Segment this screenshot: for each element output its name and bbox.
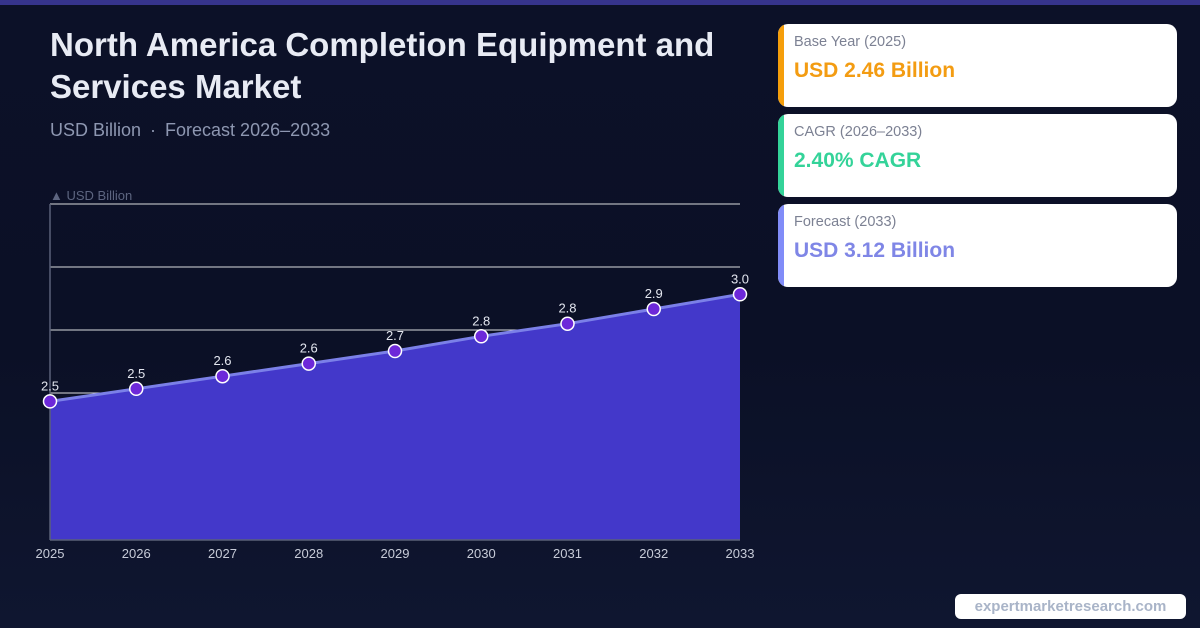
chart-x-tick-label: 2032 — [639, 546, 668, 561]
cagr-card-accent — [778, 114, 784, 197]
forecast-value: USD 3.12 Billion — [794, 239, 956, 262]
chart-x-tick-label: 2027 — [208, 546, 237, 561]
source-badge[interactable]: expertmarketresearch.com — [955, 594, 1186, 619]
chart-data-label: 2.5 — [41, 378, 59, 393]
chart-y-axis-title: ▲ USD Billion — [50, 188, 132, 203]
chart-area-fill — [50, 294, 740, 540]
cagr-label: CAGR (2026–2033) — [794, 124, 923, 140]
chart-data-label: 2.6 — [300, 341, 318, 356]
forecast-card: Forecast (2033) USD 3.12 Billion — [778, 204, 1177, 287]
chart-x-tick-label: 2026 — [122, 546, 151, 561]
unit-label: USD Billion — [50, 120, 142, 140]
chart-x-tick-label: 2025 — [36, 546, 65, 561]
cagr-value: 2.40% CAGR — [794, 149, 922, 172]
chart-data-label: 3.0 — [731, 271, 749, 286]
chart-data-label: 2.6 — [213, 353, 231, 368]
chart-x-tick-label: 2031 — [553, 546, 582, 561]
chart-data-points — [42, 287, 748, 409]
cagr-card: CAGR (2026–2033) 2.40% CAGR — [778, 114, 1177, 197]
chart-data-point — [560, 316, 575, 331]
chart-x-tick-labels: 2025 2026 2027 2028 2029 2030 2031 2032 2033 — [36, 546, 755, 561]
chart-data-point — [387, 343, 403, 359]
top-accent-bar — [0, 0, 1200, 5]
subtitle-separator: · — [150, 120, 157, 140]
chart-data-labels: 2.5 2.5 2.6 2.6 2.7 2.8 2.8 2.9 3.0 — [41, 271, 749, 393]
chart-data-label: 2.8 — [558, 301, 576, 316]
chart-data-point — [732, 287, 748, 302]
base-year-value: USD 2.46 Billion — [794, 59, 956, 82]
chart-data-point — [474, 329, 489, 344]
base-year-card-accent — [778, 24, 784, 107]
page-subtitle: USD Billion · Forecast 2026–2033 — [50, 120, 330, 141]
forecast-label: Forecast (2033) — [794, 214, 897, 230]
base-year-label: Base Year (2025) — [794, 34, 907, 50]
forecast-range-label: Forecast 2026–2033 — [165, 120, 331, 140]
chart-data-point — [215, 368, 230, 384]
forecast-card-accent — [778, 204, 784, 287]
chart-data-label: 2.9 — [645, 286, 663, 301]
chart-data-point — [42, 394, 58, 409]
chart-x-tick-label: 2029 — [381, 546, 410, 561]
chart-x-tick-label: 2033 — [726, 546, 755, 561]
chart-data-label: 2.8 — [472, 313, 490, 328]
chart-data-point — [129, 381, 144, 397]
chart-data-label: 2.7 — [386, 328, 404, 343]
chart-data-point — [301, 356, 316, 371]
chart-x-tick-label: 2028 — [294, 546, 323, 561]
chart-x-tick-label: 2030 — [467, 546, 496, 561]
chart-data-point — [646, 301, 661, 317]
chart-data-label: 2.5 — [127, 366, 145, 381]
page-title: North America Completion Equipment and S… — [50, 26, 715, 105]
base-year-card: Base Year (2025) USD 2.46 Billion — [778, 24, 1177, 107]
